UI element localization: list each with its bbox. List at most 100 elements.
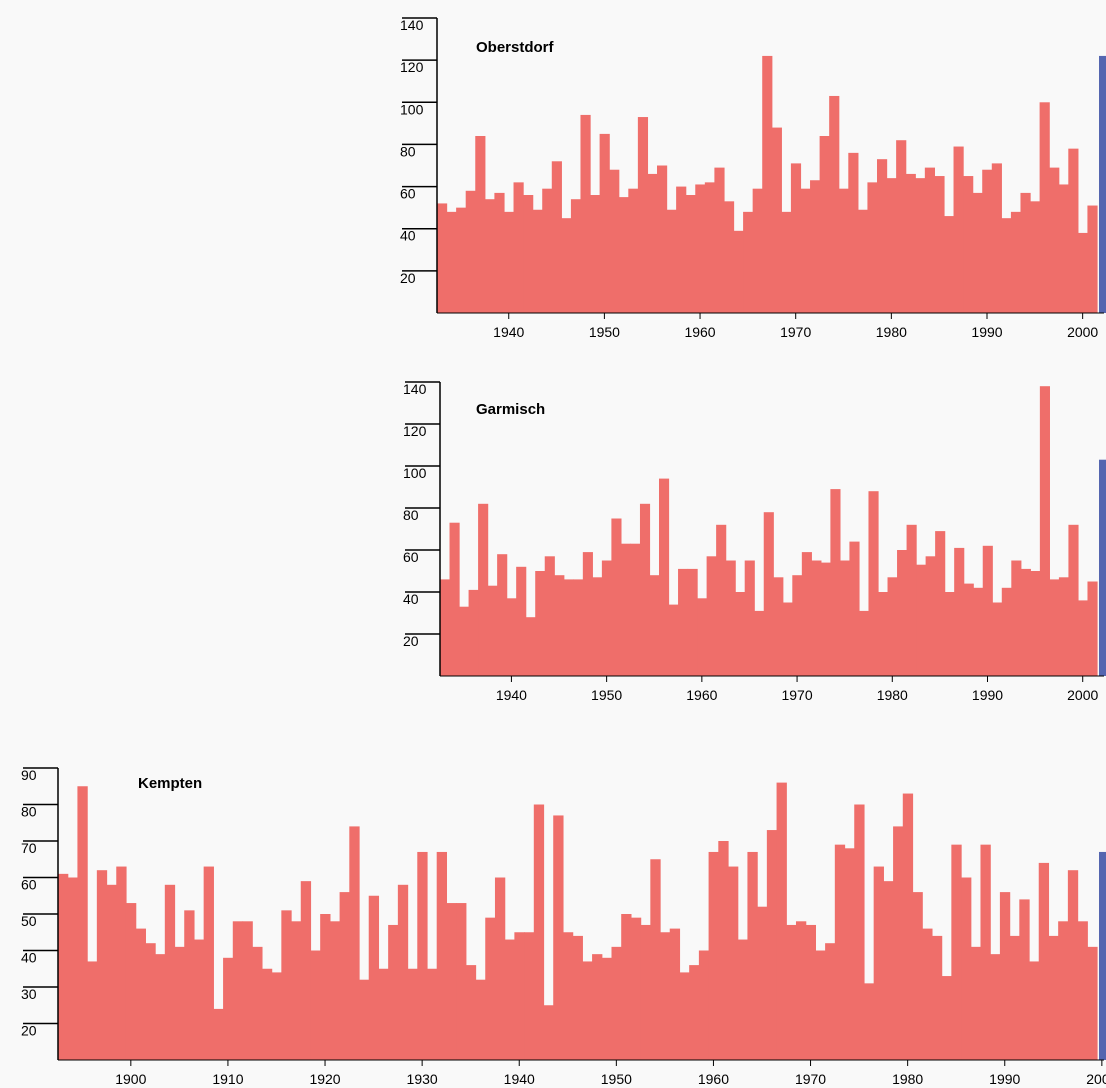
bar	[106, 884, 117, 1060]
bar	[475, 136, 486, 313]
bar	[449, 522, 460, 676]
bar	[513, 182, 524, 313]
bar	[754, 610, 765, 676]
bar	[1009, 935, 1020, 1060]
bar	[1087, 946, 1098, 1060]
bar	[426, 968, 438, 1060]
bar	[815, 950, 826, 1060]
bar	[829, 95, 840, 314]
bar	[897, 550, 908, 676]
bar	[1038, 862, 1050, 1060]
bar	[810, 180, 821, 313]
bar	[954, 547, 965, 676]
bar	[271, 972, 282, 1060]
bar	[757, 906, 768, 1060]
bar	[999, 892, 1011, 1060]
bar	[551, 161, 562, 313]
bar	[973, 587, 984, 676]
bar	[1039, 386, 1050, 676]
kempten-chart: Kempten 20 30 40 50 60 70 80 90 1900 1910 1920 1930…	[21, 767, 1106, 1087]
x-tick-label: 1970	[795, 1071, 826, 1087]
bar	[849, 541, 860, 676]
bar	[261, 968, 273, 1060]
bar	[223, 957, 234, 1060]
bar	[773, 577, 784, 676]
bar	[752, 188, 763, 313]
bar	[590, 195, 601, 313]
bar	[943, 216, 955, 313]
bar	[706, 556, 717, 676]
bar	[980, 844, 991, 1060]
bar	[516, 566, 527, 676]
bar	[886, 178, 897, 313]
bar	[795, 921, 807, 1060]
bar	[825, 943, 836, 1060]
x-tick-label: 1990	[989, 1071, 1020, 1087]
bar	[786, 924, 797, 1060]
bar	[924, 167, 935, 313]
bar	[440, 579, 451, 676]
bar	[437, 203, 448, 313]
bar	[252, 946, 263, 1060]
bar	[906, 524, 917, 676]
bar	[465, 190, 476, 313]
bar	[563, 579, 574, 676]
x-tick-label: 1920	[309, 1071, 340, 1087]
bar	[771, 127, 782, 313]
bar	[982, 545, 993, 676]
y-tick-label: 100	[403, 465, 427, 481]
bar	[592, 954, 603, 1060]
bar	[562, 932, 574, 1060]
bar	[456, 207, 467, 313]
y-tick-label: 40	[400, 228, 416, 244]
x-tick-label: 1980	[877, 687, 908, 703]
bar	[687, 568, 698, 676]
bar-series	[440, 386, 1098, 676]
bar	[1049, 579, 1060, 676]
bar	[805, 924, 816, 1060]
bar	[708, 851, 719, 1060]
x-tick-label: 2000	[1086, 1071, 1106, 1087]
bar	[867, 182, 878, 313]
bar	[718, 841, 729, 1060]
bar	[628, 188, 639, 313]
bar	[320, 914, 331, 1060]
bar	[902, 793, 914, 1060]
y-tick-label: 120	[403, 423, 427, 439]
bar	[647, 173, 658, 313]
bar	[573, 579, 584, 676]
bar	[905, 173, 916, 313]
bar	[1019, 899, 1030, 1060]
bar	[611, 946, 622, 1060]
bar	[630, 543, 641, 676]
bar	[679, 972, 690, 1060]
bar	[572, 935, 583, 1060]
bar	[1020, 192, 1031, 313]
bar	[329, 921, 341, 1060]
bar	[525, 617, 536, 676]
chart-title: Kempten	[138, 775, 202, 792]
bar	[1030, 201, 1041, 313]
bar	[553, 815, 564, 1060]
bar	[800, 188, 811, 313]
bar	[941, 976, 952, 1060]
x-tick-label: 1960	[684, 324, 715, 340]
x-tick-label: 1910	[212, 1071, 243, 1087]
bar	[915, 178, 926, 313]
x-tick-label: 1940	[493, 324, 524, 340]
bar	[728, 866, 739, 1060]
bar	[934, 176, 945, 313]
bar	[281, 910, 292, 1060]
x-tick-label: 1950	[591, 687, 622, 703]
bar	[893, 826, 904, 1060]
current-marker	[1099, 459, 1106, 676]
bar	[1030, 571, 1041, 676]
bar	[514, 932, 525, 1060]
bar	[698, 950, 710, 1060]
y-tick-label: 70	[21, 840, 37, 856]
bar	[125, 903, 137, 1060]
x-tick-label: 1960	[686, 687, 717, 703]
bar	[494, 192, 505, 313]
bar	[193, 939, 205, 1060]
bar	[630, 917, 642, 1060]
